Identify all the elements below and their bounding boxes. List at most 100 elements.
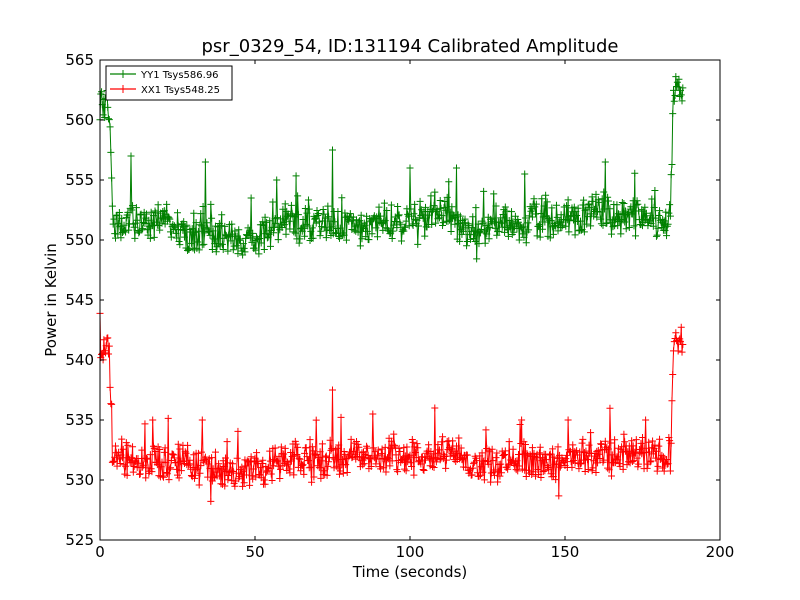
- data-point: [407, 205, 415, 213]
- data-point: [518, 224, 526, 232]
- data-point: [590, 212, 598, 220]
- data-point: [477, 226, 485, 234]
- data-point: [481, 239, 489, 247]
- data-point: [654, 224, 662, 232]
- data-point: [391, 441, 398, 449]
- data-point: [598, 195, 606, 203]
- data-point: [229, 246, 237, 254]
- data-point: [195, 481, 203, 489]
- data-point: [552, 222, 560, 230]
- data-point: [326, 436, 334, 444]
- data-point: [312, 416, 320, 424]
- data-point: [291, 437, 299, 445]
- data-point: [538, 195, 546, 203]
- data-point: [411, 449, 419, 457]
- data-point: [388, 235, 396, 243]
- data-point: [267, 457, 274, 465]
- data-point: [394, 468, 402, 476]
- data-point: [573, 447, 581, 455]
- data-point: [258, 459, 266, 467]
- data-point: [535, 222, 543, 230]
- data-point: [365, 236, 373, 244]
- data-point: [501, 450, 509, 458]
- tick-labels-layer: 0 50 100 150 200 525 530 535 540 545 550 555 560 565: [65, 51, 734, 561]
- data-point: [303, 453, 311, 461]
- data-point: [583, 220, 591, 228]
- data-point: [440, 451, 448, 459]
- data-point: [326, 217, 334, 225]
- data-point: [138, 446, 146, 454]
- data-point: [678, 97, 686, 105]
- data-point: [535, 449, 543, 457]
- data-point: [622, 225, 630, 233]
- data-point: [528, 444, 536, 452]
- data-point: [373, 233, 381, 241]
- data-point: [439, 433, 447, 441]
- data-point: [555, 492, 563, 500]
- data-point: [166, 215, 174, 223]
- data-point: [143, 455, 151, 463]
- data-point: [497, 219, 505, 227]
- data-point: [624, 448, 632, 456]
- data-point: [346, 210, 354, 218]
- data-point: [239, 467, 247, 475]
- data-point: [546, 451, 553, 459]
- data-point: [604, 197, 612, 205]
- data-point: [608, 230, 615, 238]
- data-point: [246, 458, 254, 466]
- data-point: [242, 462, 250, 470]
- data-point: [116, 223, 124, 231]
- data-point: [428, 463, 436, 471]
- data-point: [354, 440, 362, 448]
- data-point: [448, 203, 456, 211]
- data-point: [390, 430, 398, 438]
- data-point: [427, 192, 435, 200]
- data-point: [509, 445, 517, 453]
- data-point: [593, 213, 601, 221]
- ticks-layer: [99, 59, 721, 541]
- data-point: [130, 462, 138, 470]
- data-point: [175, 238, 183, 246]
- data-point: [418, 211, 426, 219]
- data-point: [653, 467, 661, 475]
- data-point: [170, 451, 178, 459]
- data-point: [194, 238, 202, 246]
- data-point: [325, 458, 333, 466]
- data-point: [287, 449, 295, 457]
- data-point: [165, 476, 173, 484]
- data-point: [397, 237, 405, 245]
- data-point: [407, 459, 415, 467]
- data-point: [175, 474, 183, 482]
- data-point: [347, 435, 355, 443]
- data-point: [479, 468, 487, 476]
- data-point: [268, 476, 276, 484]
- data-point: [534, 466, 542, 474]
- data-point: [608, 451, 616, 459]
- data-point: [317, 474, 325, 482]
- data-point: [308, 224, 316, 232]
- data-point: [318, 223, 326, 231]
- data-point: [279, 205, 287, 213]
- data-point: [338, 194, 346, 202]
- data-point: [650, 203, 658, 211]
- data-point: [381, 217, 389, 225]
- data-point: [358, 449, 366, 457]
- data-point: [231, 482, 239, 490]
- data-point: [315, 453, 323, 461]
- data-point: [209, 227, 217, 235]
- data-point: [455, 434, 463, 442]
- data-point: [229, 460, 237, 468]
- data-point: [273, 457, 281, 465]
- data-point: [606, 404, 614, 412]
- data-point: [125, 226, 133, 234]
- data-point: [463, 242, 471, 250]
- data-point: [243, 457, 251, 465]
- y-tick-label: 535: [65, 411, 94, 429]
- data-point: [242, 471, 250, 479]
- data-point: [301, 205, 309, 213]
- data-point: [545, 466, 553, 474]
- data-point: [576, 448, 584, 456]
- data-point: [236, 236, 243, 244]
- data-point: [331, 455, 339, 463]
- data-point: [231, 227, 239, 235]
